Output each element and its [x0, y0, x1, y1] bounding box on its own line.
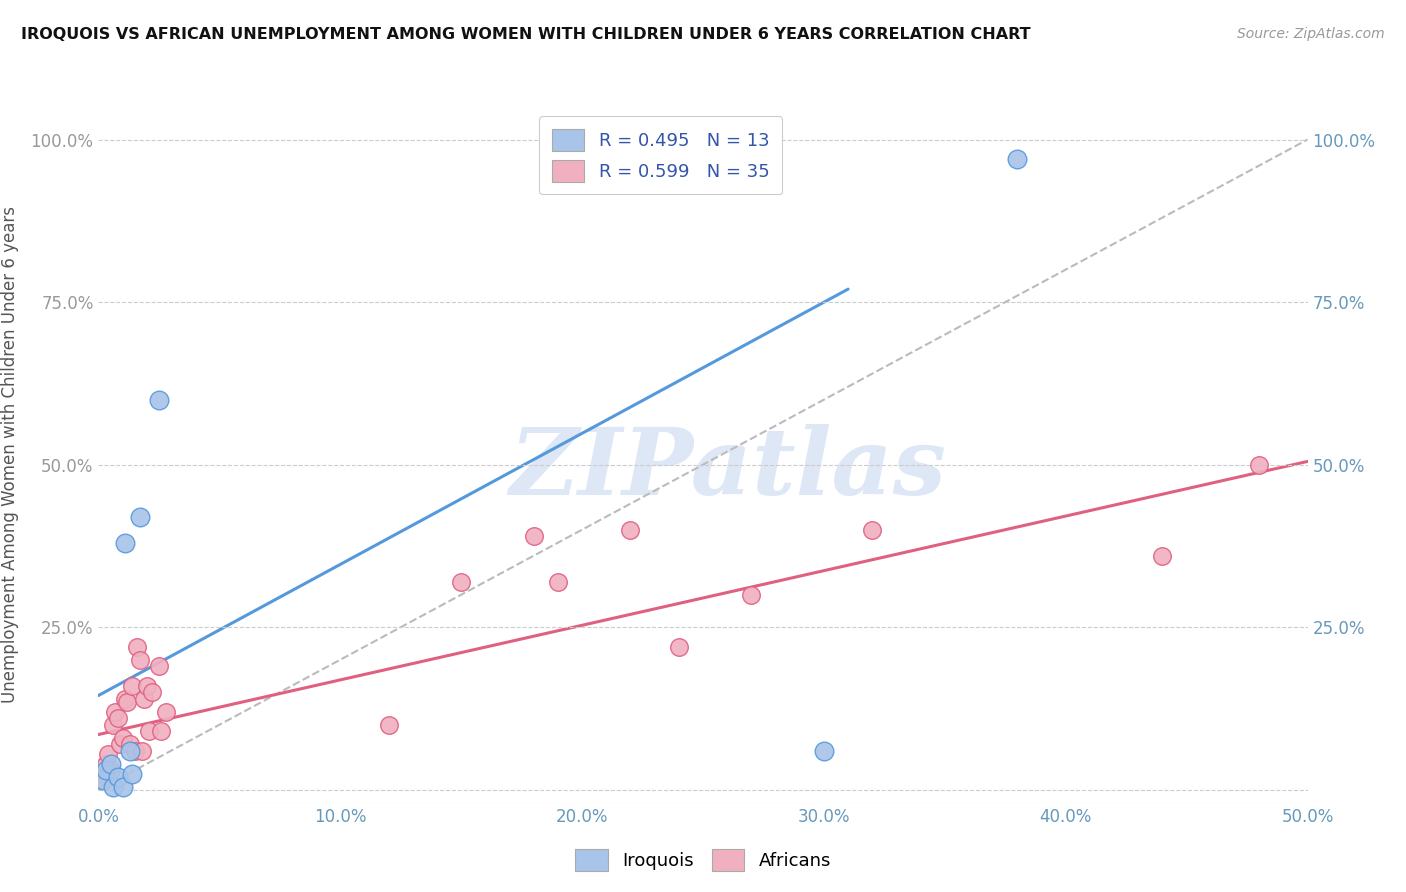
- Point: [150, 724, 173, 739]
- Text: IROQUOIS VS AFRICAN UNEMPLOYMENT AMONG WOMEN WITH CHILDREN UNDER 6 YEARS CORRELA: IROQUOIS VS AFRICAN UNEMPLOYMENT AMONG W…: [21, 27, 1031, 42]
- Point: [101, 718, 124, 732]
- Point: [114, 535, 136, 549]
- Text: ZIPatlas: ZIPatlas: [509, 424, 946, 514]
- Point: [91, 772, 114, 787]
- Point: [104, 705, 127, 719]
- Point: [117, 695, 139, 709]
- Point: [107, 711, 129, 725]
- Point: [860, 523, 883, 537]
- Legend: Iroquois, Africans: Iroquois, Africans: [568, 842, 838, 879]
- Point: [148, 659, 170, 673]
- Text: Source: ZipAtlas.com: Source: ZipAtlas.com: [1237, 27, 1385, 41]
- Point: [124, 744, 146, 758]
- Point: [131, 744, 153, 758]
- Legend: R = 0.495   N = 13, R = 0.599   N = 35: R = 0.495 N = 13, R = 0.599 N = 35: [538, 116, 782, 194]
- Point: [1007, 152, 1029, 166]
- Point: [94, 764, 117, 778]
- Point: [1152, 549, 1174, 563]
- Point: [121, 679, 143, 693]
- Point: [107, 770, 129, 784]
- Point: [100, 756, 122, 771]
- Point: [128, 653, 150, 667]
- Point: [138, 724, 160, 739]
- Point: [148, 392, 170, 407]
- Point: [111, 780, 134, 794]
- Point: [523, 529, 546, 543]
- Point: [128, 509, 150, 524]
- Point: [111, 731, 134, 745]
- Point: [813, 744, 835, 758]
- Point: [134, 691, 156, 706]
- Y-axis label: Unemployment Among Women with Children Under 6 years: Unemployment Among Women with Children U…: [1, 206, 20, 704]
- Point: [114, 691, 136, 706]
- Point: [108, 737, 131, 751]
- Point: [547, 574, 569, 589]
- Point: [90, 766, 112, 780]
- Point: [127, 640, 149, 654]
- Point: [94, 756, 117, 771]
- Point: [377, 718, 399, 732]
- Point: [135, 679, 157, 693]
- Point: [97, 747, 120, 761]
- Point: [118, 737, 141, 751]
- Point: [619, 523, 641, 537]
- Point: [118, 744, 141, 758]
- Point: [100, 764, 122, 778]
- Point: [155, 705, 177, 719]
- Point: [1249, 458, 1271, 472]
- Point: [91, 772, 114, 787]
- Point: [668, 640, 690, 654]
- Point: [101, 780, 124, 794]
- Point: [141, 685, 163, 699]
- Point: [740, 588, 762, 602]
- Point: [121, 766, 143, 780]
- Point: [450, 574, 472, 589]
